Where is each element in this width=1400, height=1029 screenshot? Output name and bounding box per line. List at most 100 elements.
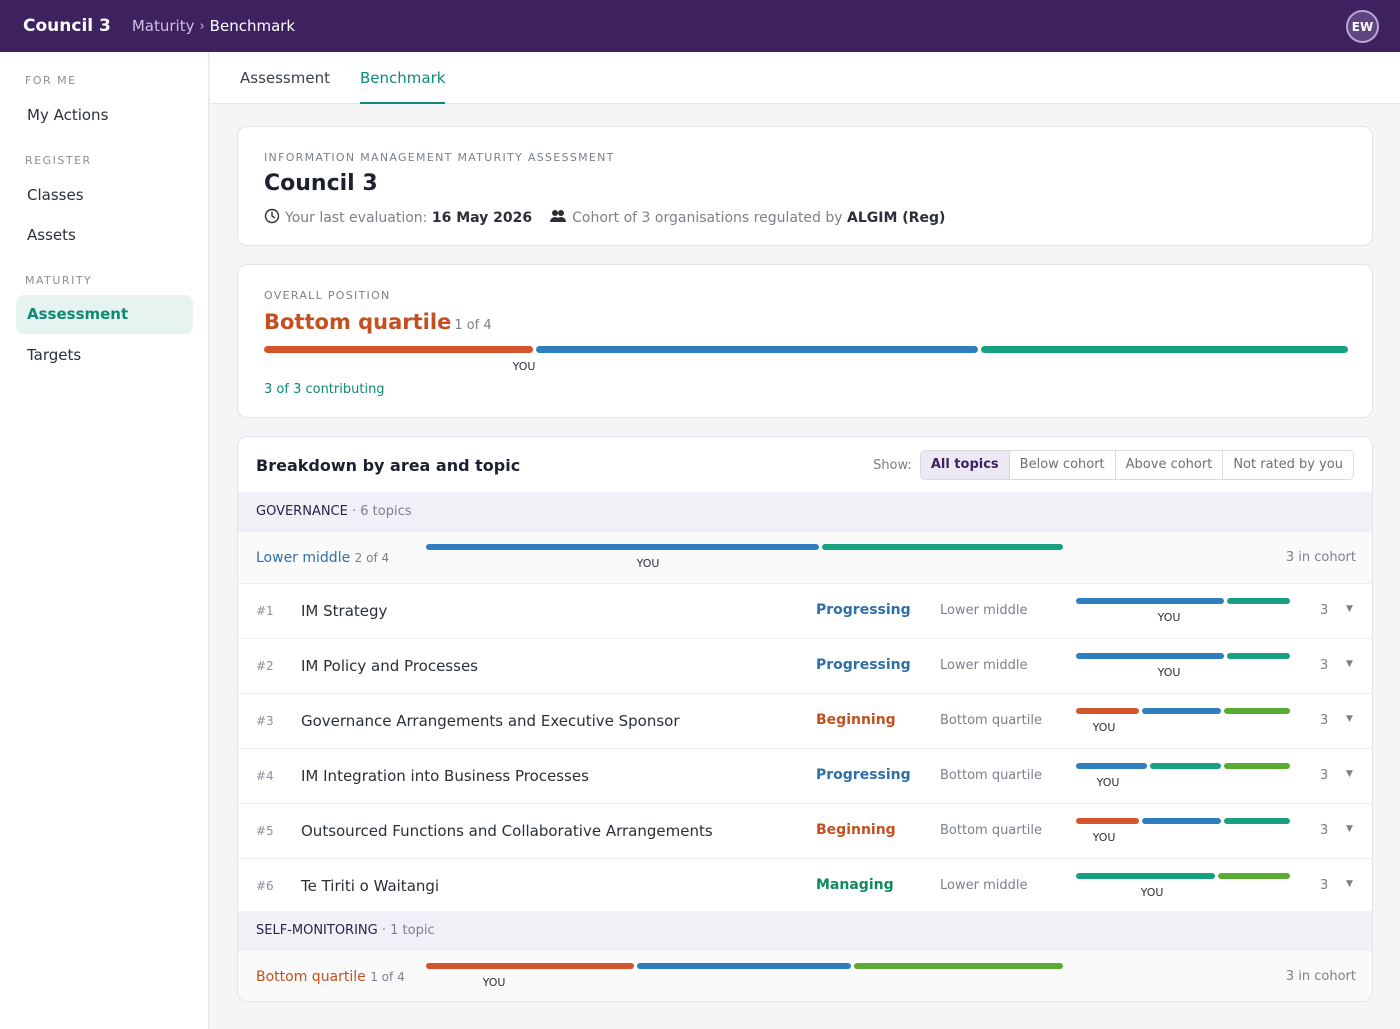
topic-number: #4 (256, 769, 274, 783)
overall-quartile-sub: 1 of 4 (454, 318, 492, 333)
chevron-down-icon[interactable]: ▼ (1346, 604, 1353, 614)
chevron-down-icon[interactable]: ▼ (1346, 659, 1353, 669)
overall-quartile-label: Bottom quartile (264, 310, 452, 334)
sidebar-item-assets[interactable]: Assets (27, 226, 76, 244)
topic-name: Outsourced Functions and Collaborative A… (301, 822, 713, 840)
chevron-down-icon[interactable]: ▼ (1346, 824, 1353, 834)
sidebar-section-register: REGISTER (25, 154, 92, 167)
topic-status: Beginning (816, 822, 896, 838)
user-avatar[interactable]: EW (1346, 10, 1379, 43)
topic-you-marker: YOU (1092, 721, 1116, 734)
area-name: GOVERNANCE (256, 504, 348, 519)
breakdown-card: Breakdown by area and topic Show: All to… (237, 436, 1373, 1002)
tab-assessment[interactable]: Assessment (240, 69, 330, 87)
breadcrumb-maturity[interactable]: Maturity (131, 17, 195, 35)
topic-cohort-count: 3 (1320, 658, 1329, 673)
topic-cohort-count: 3 (1320, 878, 1329, 893)
filter-bar: Show: All topics Below cohort Above coho… (873, 450, 1354, 480)
table-row[interactable]: #4 IM Integration into Business Processe… (238, 749, 1372, 804)
topic-position: Bottom quartile (940, 713, 1042, 728)
page-title: Council 3 (264, 171, 378, 196)
area-header-self-monitoring[interactable]: SELF-MONITORING · 1 topic (238, 911, 1372, 951)
chevron-down-icon[interactable]: ▼ (1346, 769, 1353, 779)
contributing-link[interactable]: 3 of 3 contributing (264, 382, 385, 397)
overall-bar-segment-managing (981, 346, 1348, 353)
area-level-sub: 2 of 4 (354, 551, 390, 565)
topic-position: Lower middle (940, 603, 1028, 618)
overall-quartile: Bottom quartile 1 of 4 (264, 310, 492, 334)
topic-cohort-count: 3 (1320, 603, 1329, 618)
table-row[interactable]: #3 Governance Arrangements and Executive… (238, 694, 1372, 749)
filter-below-cohort[interactable]: Below cohort (1009, 451, 1116, 479)
sidebar-item-classes[interactable]: Classes (27, 186, 84, 204)
area-cohort-count: 3 in cohort (1285, 969, 1356, 984)
area-summary-governance: Lower middle 2 of 4 YOU 3 in cohort (238, 532, 1372, 584)
topic-bar-segment-managing (1150, 763, 1221, 769)
sidebar-section-for-me: FOR ME (25, 74, 77, 87)
topic-number: #1 (256, 604, 274, 618)
overall-eyebrow: OVERALL POSITION (264, 289, 391, 302)
table-row[interactable]: #2 IM Policy and Processes Progressing L… (238, 639, 1372, 694)
topic-name: Te Tiriti o Waitangi (301, 877, 440, 895)
topic-status: Managing (816, 877, 894, 893)
app-brand[interactable]: Council 3 (23, 16, 111, 36)
summary-card: INFORMATION MANAGEMENT MATURITY ASSESSME… (237, 126, 1373, 246)
topic-position: Lower middle (940, 658, 1028, 673)
breadcrumb-benchmark: Benchmark (209, 17, 296, 35)
topic-bar-segment-progressing (1142, 818, 1221, 824)
topic-name: IM Strategy (301, 602, 388, 620)
filter-all-topics[interactable]: All topics (920, 451, 1010, 479)
tab-bar: Assessment Benchmark (210, 52, 1400, 104)
last-evaluation-label: Your last evaluation: (285, 210, 428, 226)
area-you-marker: YOU (636, 557, 660, 570)
filter-not-rated[interactable]: Not rated by you (1223, 451, 1353, 479)
overall-position-card: OVERALL POSITION Bottom quartile 1 of 4 Y… (237, 264, 1373, 418)
chevron-down-icon[interactable]: ▼ (1346, 879, 1353, 889)
summary-eyebrow: INFORMATION MANAGEMENT MATURITY ASSESSME… (264, 151, 615, 164)
topic-cohort-count: 3 (1320, 823, 1329, 838)
topic-position: Bottom quartile (940, 823, 1042, 838)
topic-bar-segment-progressing (1142, 708, 1221, 714)
clock-icon (264, 208, 280, 228)
sidebar-item-targets[interactable]: Targets (27, 346, 82, 364)
topic-number: #2 (256, 659, 274, 673)
area-bar-segment-beginning (426, 963, 634, 969)
table-row[interactable]: #5 Outsourced Functions and Collaborativ… (238, 804, 1372, 859)
topic-bar-segment-managing (1224, 818, 1290, 824)
topic-bar-segment-progressing (1076, 653, 1224, 659)
area-level-label: Lower middle (256, 550, 351, 566)
topic-position-bar (1076, 708, 1290, 714)
filter-group: All topics Below cohort Above cohort Not… (919, 450, 1354, 480)
area-level-label: Bottom quartile (256, 969, 366, 985)
last-evaluation-date: 16 May 2026 (431, 210, 533, 226)
cohort-label: Cohort of 3 organisations regulated by (572, 210, 843, 226)
table-row[interactable]: #6 Te Tiriti o Waitangi Managing Lower m… (238, 859, 1372, 914)
topic-you-marker: YOU (1157, 666, 1181, 679)
topic-bar-segment-advanced (1218, 873, 1290, 879)
sidebar-item-assessment[interactable]: Assessment (16, 295, 193, 334)
area-bar-segment-managing (822, 544, 1063, 550)
sidebar: FOR ME My Actions REGISTER Classes Asset… (0, 52, 209, 1029)
sidebar-item-my-actions[interactable]: My Actions (27, 106, 109, 124)
tab-benchmark[interactable]: Benchmark (360, 52, 446, 104)
area-you-marker: YOU (482, 976, 506, 989)
topic-you-marker: YOU (1092, 831, 1116, 844)
topic-name: IM Policy and Processes (301, 657, 478, 675)
overall-bar-segment-progressing (536, 346, 978, 353)
chevron-down-icon[interactable]: ▼ (1346, 714, 1353, 724)
topic-position-bar (1076, 818, 1290, 824)
overall-position-bar (264, 346, 1348, 353)
topic-bar-segment-advanced (1224, 708, 1290, 714)
table-row[interactable]: #1 IM Strategy Progressing Lower middle … (238, 584, 1372, 639)
sidebar-section-maturity: MATURITY (25, 274, 93, 287)
area-name: SELF-MONITORING (256, 923, 378, 938)
topic-bar-segment-beginning (1076, 708, 1139, 714)
topic-name: Governance Arrangements and Executive Sp… (301, 712, 680, 730)
topic-you-marker: YOU (1157, 611, 1181, 624)
filter-above-cohort[interactable]: Above cohort (1115, 451, 1224, 479)
area-header-governance[interactable]: GOVERNANCE · 6 topics (238, 492, 1372, 532)
area-level-sub: 1 of 4 (370, 970, 405, 984)
topic-status: Progressing (816, 767, 911, 783)
top-bar: Council 3 Maturity › Benchmark EW (0, 0, 1400, 52)
breakdown-title: Breakdown by area and topic (256, 456, 521, 475)
